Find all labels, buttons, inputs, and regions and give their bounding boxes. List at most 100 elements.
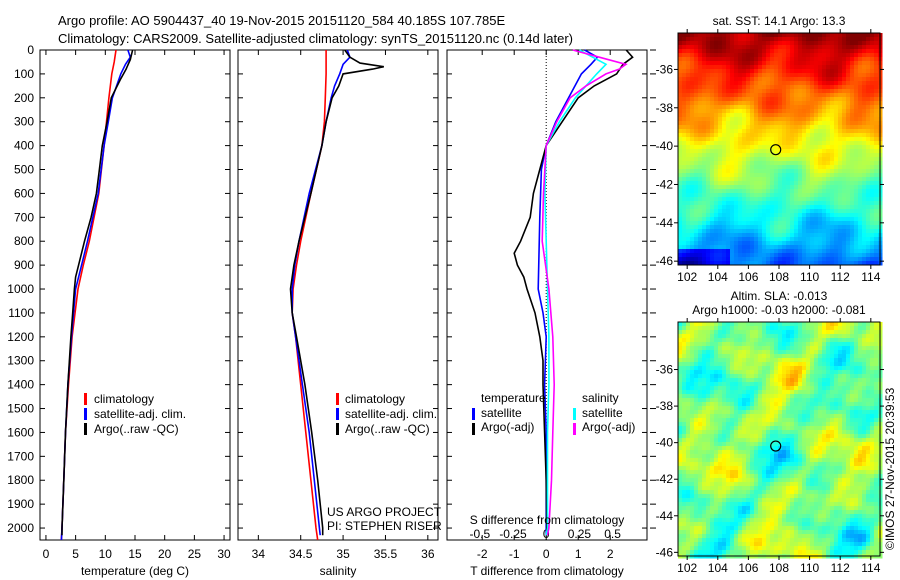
map-cell: [758, 201, 763, 206]
map-cell: [834, 113, 839, 118]
map-cell: [818, 249, 823, 254]
map-cell: [686, 494, 691, 499]
map-cell: [838, 249, 843, 254]
map-cell: [754, 173, 759, 178]
map-cell: [706, 462, 711, 467]
map-cell: [802, 145, 807, 150]
map-cell: [690, 330, 695, 335]
map-cell: [850, 173, 855, 178]
map-cell: [726, 534, 731, 539]
map-cell: [802, 225, 807, 230]
map-cell: [730, 506, 735, 511]
map-cell: [706, 358, 711, 363]
map-cell: [734, 478, 739, 483]
map-cell: [698, 370, 703, 375]
map-cell: [742, 462, 747, 467]
map-cell: [710, 510, 715, 515]
map-cell: [854, 253, 859, 258]
map-cell: [770, 177, 775, 182]
map-cell: [714, 538, 719, 543]
map-cell: [758, 446, 763, 451]
map-cell: [786, 181, 791, 186]
map-cell: [794, 209, 799, 214]
map-cell: [866, 117, 871, 122]
map-cell: [742, 61, 747, 66]
map-cell: [718, 502, 723, 507]
map-cell: [686, 346, 691, 351]
map-cell: [678, 446, 683, 451]
map-cell: [714, 546, 719, 551]
map-cell: [850, 101, 855, 106]
map-cell: [710, 490, 715, 495]
map-cell: [738, 490, 743, 495]
map-cell: [678, 253, 683, 258]
map-cell: [730, 410, 735, 415]
map-cell: [774, 494, 779, 499]
map-cell: [730, 522, 735, 527]
map-cell: [750, 85, 755, 90]
map-cell: [718, 89, 723, 94]
map-cell: [734, 458, 739, 463]
map-cell: [750, 33, 755, 38]
map-cell: [802, 221, 807, 226]
map-cell: [730, 165, 735, 170]
map-cell: [874, 133, 879, 138]
map-cell: [766, 538, 771, 543]
map-cell: [734, 249, 739, 254]
map-cell: [714, 57, 719, 62]
map-cell: [786, 386, 791, 391]
map-cell: [858, 233, 863, 238]
map-cell: [738, 382, 743, 387]
map-cell: [770, 458, 775, 463]
map-cell: [702, 374, 707, 379]
map-cell: [770, 189, 775, 194]
map-cell: [762, 518, 767, 523]
map-cell: [754, 510, 759, 515]
map-cell: [846, 129, 851, 134]
map-cell: [766, 121, 771, 126]
map-cell: [698, 526, 703, 531]
map-cell: [750, 342, 755, 347]
map-cell: [694, 506, 699, 511]
map-cell: [722, 434, 727, 439]
map-cell: [854, 33, 859, 38]
map-cell: [706, 478, 711, 483]
map-cell: [698, 261, 703, 266]
map-cell: [834, 141, 839, 146]
map-cell: [742, 221, 747, 226]
map-cell: [826, 245, 831, 250]
map-cell: [802, 165, 807, 170]
map-cell: [690, 89, 695, 94]
map-cell: [734, 490, 739, 495]
map-cell: [782, 438, 787, 443]
map-cell: [846, 121, 851, 126]
map-cell: [838, 85, 843, 90]
map-cell: [754, 462, 759, 467]
map-cell: [826, 137, 831, 142]
map-cell: [858, 157, 863, 162]
map-cell: [778, 366, 783, 371]
map-cell: [690, 169, 695, 174]
map-cell: [870, 41, 875, 46]
x-tick-label: 34.5: [289, 547, 313, 561]
map-cell: [686, 189, 691, 194]
map-cell: [694, 422, 699, 427]
map-cell: [722, 89, 727, 94]
map-cell: [750, 394, 755, 399]
map-cell: [782, 526, 787, 531]
map-cell: [870, 245, 875, 250]
map-cell: [846, 125, 851, 130]
map-cell: [794, 394, 799, 399]
map-cell: [690, 69, 695, 74]
map-cell: [870, 129, 875, 134]
map-cell: [770, 490, 775, 495]
map-cell: [726, 245, 731, 250]
map-cell: [710, 261, 715, 266]
map-cell: [874, 201, 879, 206]
map-cell: [874, 153, 879, 158]
map-cell: [698, 197, 703, 202]
map-cell: [790, 546, 795, 551]
map-cell: [722, 342, 727, 347]
map-cell: [874, 177, 879, 182]
map-cell: [814, 261, 819, 266]
